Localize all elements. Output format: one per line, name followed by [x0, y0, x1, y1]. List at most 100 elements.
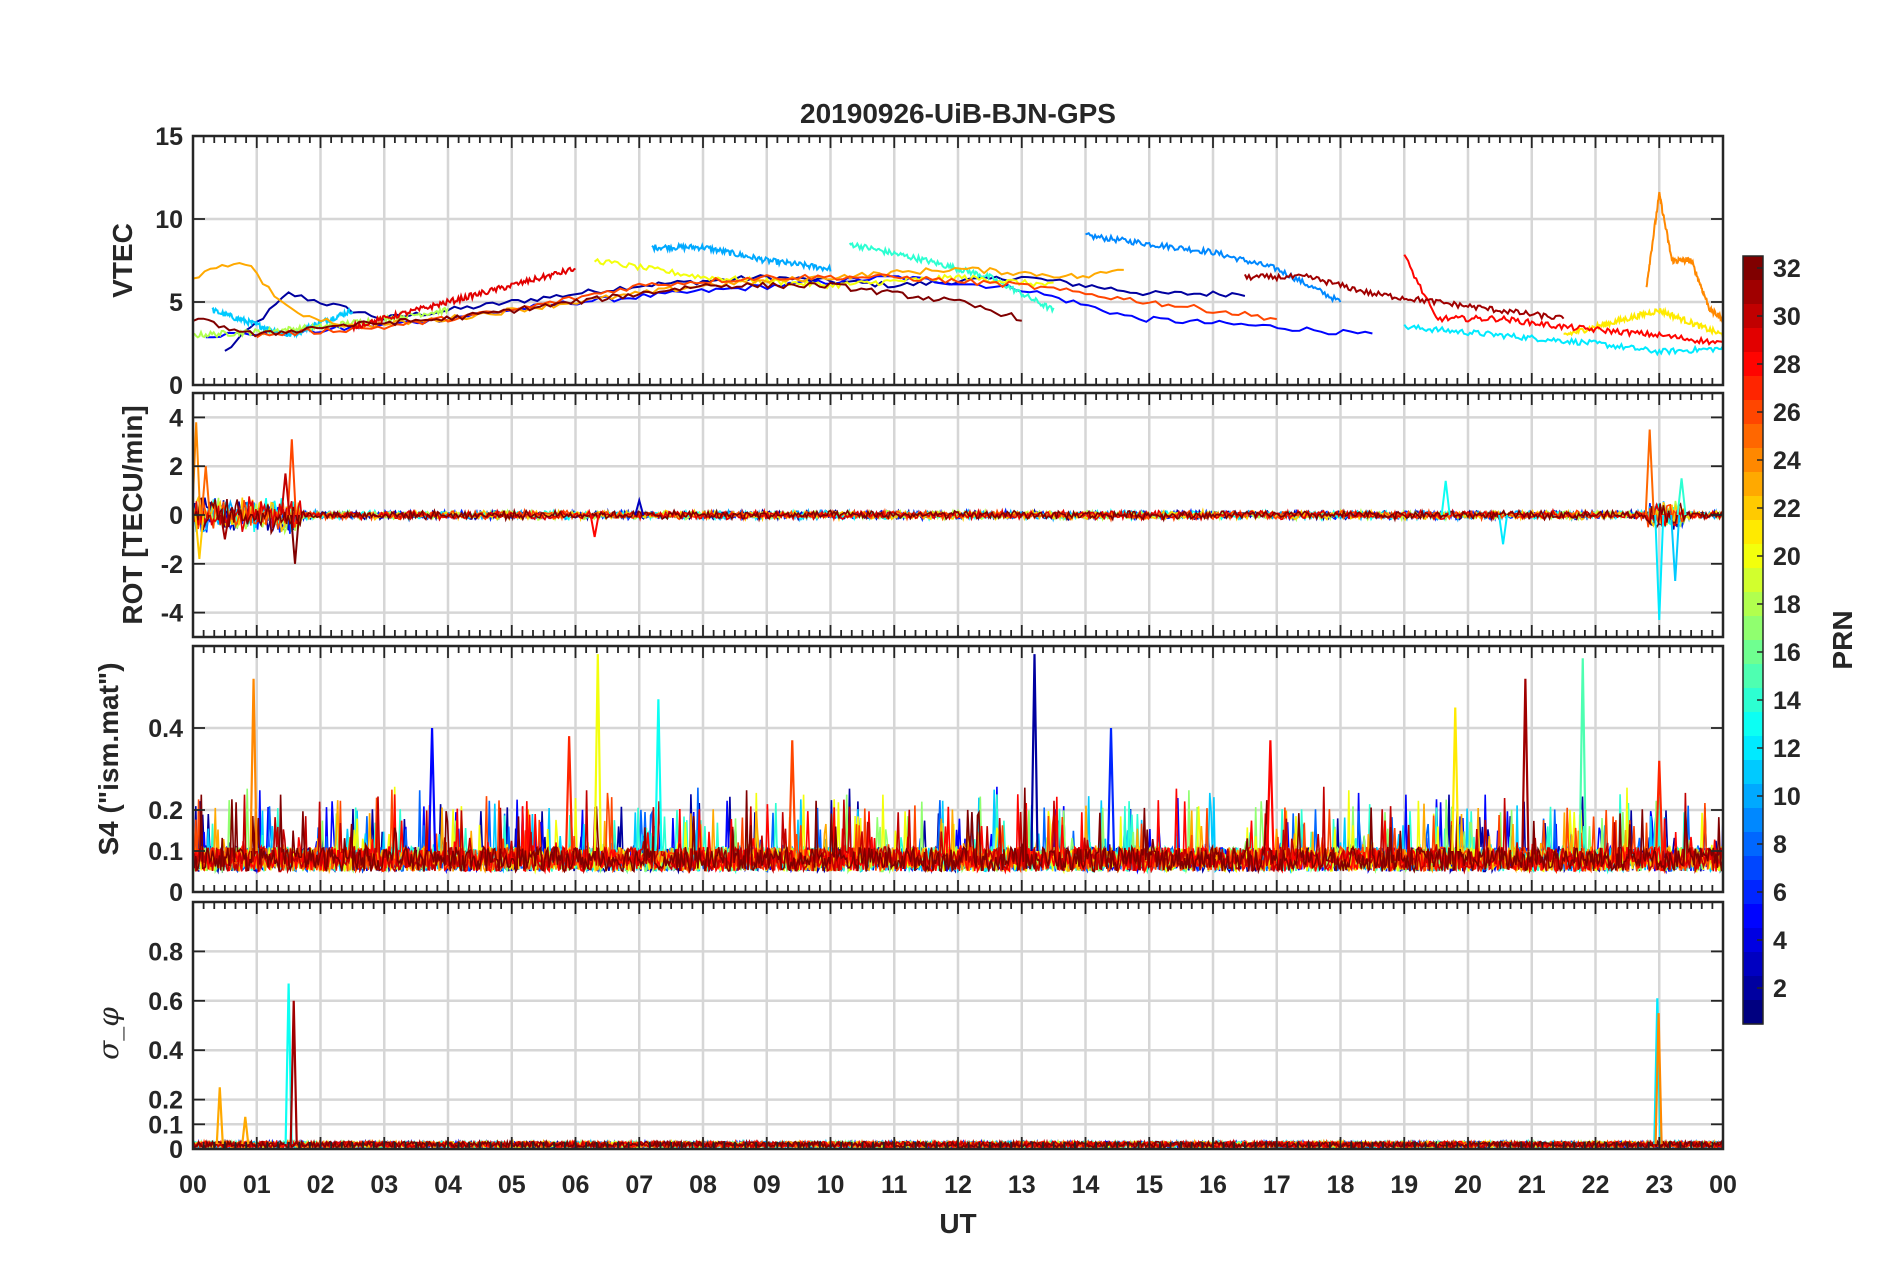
panel-rot: -4 -2 0 2 4 ROT [TECU/min] [117, 391, 1725, 639]
colorbar-segment [1743, 544, 1763, 569]
rot-spike [1440, 480, 1451, 516]
s4-peak [427, 727, 437, 852]
vtec-series-prn-12 [1403, 323, 1723, 357]
vtec-series-prn-28 [1403, 254, 1723, 346]
x-tick-label: 19 [1390, 1171, 1418, 1199]
panel-s4-y-tick-labels: 0 0.1 0.2 0.4 [148, 715, 1723, 907]
vtec-series-prn-9 [1085, 231, 1342, 304]
vtec-series-prn-20 [593, 257, 1054, 290]
sigma_phi-peak [1654, 1013, 1663, 1145]
y-tick-label: 0 [169, 1136, 183, 1164]
vtec-series-prn-5 [205, 275, 1373, 339]
panel-rot-y-tick-labels: -4 -2 0 2 4 [161, 404, 1723, 628]
s4-peak [1451, 707, 1460, 852]
colorbar-segment [1743, 400, 1763, 425]
colorbar-segment [1743, 304, 1763, 329]
s4-peak [249, 678, 258, 852]
y-tick-label: 5 [169, 289, 183, 317]
panel-s4-x-ticks [192, 646, 1724, 892]
vtec-series-prn-29 [351, 266, 576, 333]
colorbar-tick-label: 26 [1773, 399, 1801, 427]
y-tick-label: 0 [169, 372, 183, 400]
colorbar-segment [1743, 928, 1763, 953]
rot-spike [1676, 478, 1687, 516]
colorbar-tick-label: 28 [1773, 351, 1801, 379]
chart-title: 20190926-UiB-BJN-GPS [800, 98, 1116, 129]
x-tick-label: 06 [562, 1171, 590, 1199]
s4-peak [565, 736, 574, 852]
rot-spike [1644, 429, 1655, 516]
colorbar-segment [1743, 352, 1763, 377]
x-tick-label: 02 [307, 1171, 335, 1199]
x-tick-label: 01 [243, 1171, 271, 1199]
y-axis-label-s4: S4 ("ism.mat") [93, 662, 124, 855]
x-tick-label: 21 [1518, 1171, 1546, 1199]
panel-rot-x-ticks [192, 393, 1724, 637]
colorbar-segment [1743, 856, 1763, 881]
x-tick-label: 00 [179, 1171, 207, 1199]
y-tick-label: 10 [155, 206, 183, 234]
panel-sigma_phi-x-ticks [192, 902, 1724, 1149]
colorbar-segment [1743, 784, 1763, 809]
x-axis-label: UT [939, 1208, 976, 1239]
colorbar-segment [1743, 472, 1763, 497]
colorbar-segment [1743, 376, 1763, 401]
x-tick-label: 14 [1072, 1171, 1100, 1199]
panel-vtec-y-tick-labels: 0 5 10 15 [155, 123, 1723, 400]
vtec-series-prn-26 [256, 273, 1277, 339]
y-axis-label-vtec: VTEC [107, 223, 138, 298]
colorbar-tick-label: 22 [1773, 495, 1801, 523]
x-tick-label: 08 [689, 1171, 717, 1199]
colorbar-tick-label: 32 [1773, 255, 1801, 283]
rot-series-prn-32 [193, 497, 1723, 536]
vtec-series-prn-18 [193, 306, 449, 339]
x-tick-label: 23 [1645, 1171, 1673, 1199]
s4-peak [1655, 760, 1664, 852]
x-tick-label: 12 [944, 1171, 972, 1199]
y-tick-label: 0.6 [148, 988, 183, 1016]
y-tick-label: 0.4 [148, 1037, 183, 1065]
colorbar-segment [1743, 640, 1763, 665]
s4-peak [1030, 654, 1039, 852]
x-tick-label: 11 [881, 1171, 908, 1199]
x-tick-label: 04 [434, 1171, 462, 1199]
colorbar-tick-label: 8 [1773, 831, 1787, 859]
s4-peak [593, 654, 602, 852]
x-tick-label: 22 [1582, 1171, 1610, 1199]
s4-peak [788, 740, 797, 852]
s4-peak [654, 699, 663, 852]
y-tick-label: 0 [169, 502, 183, 530]
sigma_phi-peak [289, 1000, 298, 1145]
colorbar-segment [1743, 424, 1763, 449]
sigma_phi-peak [241, 1116, 250, 1145]
colorbar-segment [1743, 280, 1763, 305]
y-tick-label: -4 [161, 600, 183, 628]
colorbar-segment [1743, 568, 1763, 593]
rot-spike [1498, 514, 1509, 545]
panel-vtec-data [193, 191, 1723, 357]
colorbar-segment [1743, 832, 1763, 857]
y-tick-label: 0.8 [148, 938, 183, 966]
colorbar-tick-label: 18 [1773, 591, 1801, 619]
y-tick-label: -2 [161, 551, 183, 579]
x-tick-label: 18 [1327, 1171, 1355, 1199]
colorbar-segment [1743, 592, 1763, 617]
colorbar-segment [1743, 904, 1763, 929]
colorbar-segment [1743, 760, 1763, 785]
rot-spike [286, 439, 297, 516]
y-tick-label: 15 [155, 123, 183, 151]
panel-sigma_phi-grid [193, 902, 1723, 1149]
panel-rot-data [193, 422, 1723, 620]
colorbar-segment [1743, 952, 1763, 977]
colorbar-tick-label: 30 [1773, 303, 1801, 331]
x-tick-label: 10 [817, 1171, 845, 1199]
vtec-series-prn-10 [651, 241, 832, 273]
colorbar-segment [1743, 712, 1763, 737]
y-tick-label: 0.2 [148, 797, 183, 825]
x-tick-label: 17 [1263, 1171, 1291, 1199]
rot-spike [1654, 514, 1665, 620]
colorbar-tick-label: 4 [1773, 927, 1787, 955]
sigma_phi-peak [215, 1087, 224, 1145]
colorbar-segment [1743, 256, 1763, 281]
